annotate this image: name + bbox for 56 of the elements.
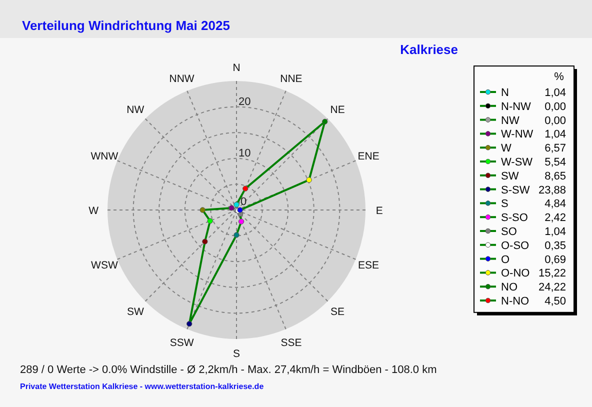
spoke-label: NW [126, 104, 144, 116]
text: 0,00 [544, 100, 566, 113]
spoke-label: W [88, 205, 99, 217]
text: 0,00 [544, 114, 566, 127]
text: 23,88 [538, 184, 566, 196]
text: Kalkriese [400, 42, 458, 57]
spoke-label: NNW [169, 72, 194, 85]
text: 8,65 [544, 170, 566, 182]
text: 24,22 [538, 282, 566, 294]
text: O [501, 254, 510, 266]
spoke-label: WNW [90, 150, 118, 162]
spoke-label: SSW [170, 337, 194, 350]
text: NW [501, 114, 520, 127]
text: O-SO [501, 240, 530, 252]
spoke-label: SE [330, 306, 345, 318]
spoke-label: E [376, 205, 383, 217]
text: S-SO [501, 212, 528, 224]
text: S-SW [501, 184, 530, 196]
spoke-label: N [232, 62, 240, 74]
text: SW [501, 170, 519, 182]
spoke-label: S [232, 348, 240, 360]
spoke-label: SW [126, 306, 144, 318]
text: Private Wetterstation Kalkriese - www.wetterstation-kalkriese.de [20, 382, 264, 391]
text: 2,42 [544, 212, 566, 224]
text: 5,54 [544, 156, 566, 168]
spoke-label: NE [330, 104, 345, 116]
text: N [501, 87, 509, 99]
chart-title: Verteilung Windrichtung Mai 2025 [22, 18, 230, 33]
text: 0,35 [544, 240, 566, 252]
text: 4,50 [544, 296, 566, 308]
legend-title: % [554, 71, 564, 83]
text: 1,04 [544, 87, 566, 99]
y-tick-label: 20 [238, 96, 251, 108]
text: W-SW [501, 156, 533, 168]
text: 289 / 0 Werte -> 0.0% Windstille - Ø 2,2km/h - Max. 27,4km/h = Windböen - 108.0 km [20, 364, 437, 376]
text: 1,04 [544, 128, 566, 141]
text: 0,69 [544, 254, 566, 266]
spoke-label: NNE [280, 72, 302, 85]
text: W [501, 142, 512, 155]
text: 15,22 [538, 268, 566, 280]
text: S [501, 198, 508, 210]
spoke-label: SSE [280, 337, 302, 350]
text: SO [501, 226, 517, 238]
spoke-label: ENE [358, 150, 380, 162]
y-tick-label: 0 [240, 196, 247, 208]
y-tick-label: 10 [238, 147, 251, 160]
text: 6,57 [544, 142, 566, 155]
text: 4,84 [544, 198, 566, 210]
text: 1,04 [544, 226, 566, 238]
spoke-label: ESE [358, 260, 380, 272]
text: O-NO [501, 268, 530, 280]
text: W-NW [501, 128, 534, 141]
text: N-NW [501, 100, 531, 113]
spoke-label: WSW [91, 260, 118, 272]
text: NO [501, 282, 518, 294]
text: N-NO [501, 296, 530, 308]
